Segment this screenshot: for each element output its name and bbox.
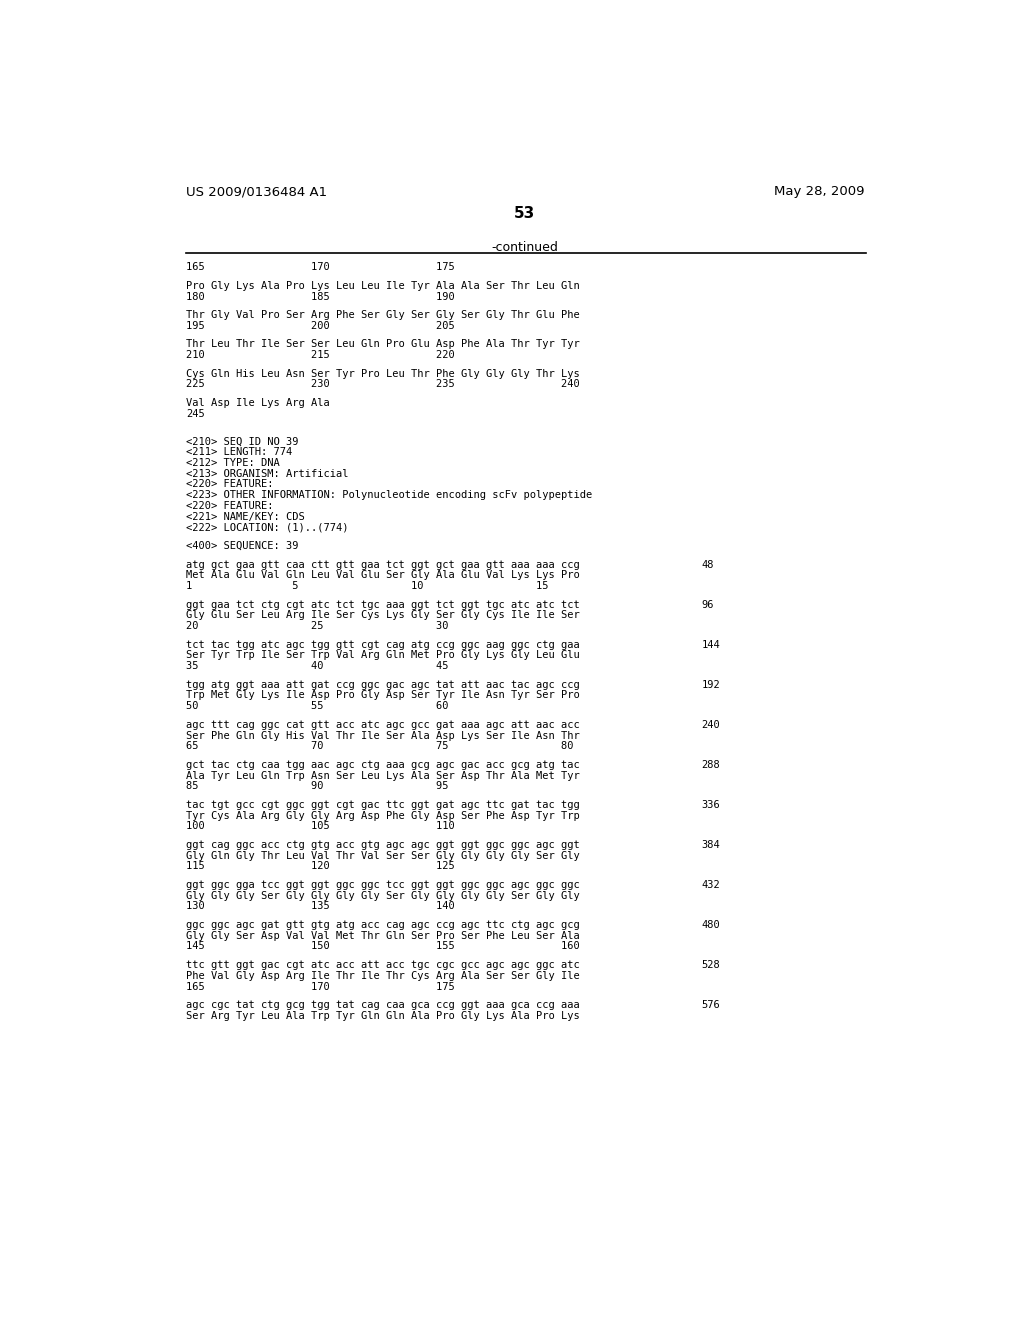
Text: 180                 185                 190: 180 185 190 bbox=[186, 292, 455, 301]
Text: 144: 144 bbox=[701, 640, 720, 649]
Text: Gly Gly Gly Ser Gly Gly Gly Gly Ser Gly Gly Gly Gly Ser Gly Gly: Gly Gly Gly Ser Gly Gly Gly Gly Ser Gly … bbox=[186, 891, 580, 900]
Text: May 28, 2009: May 28, 2009 bbox=[774, 185, 864, 198]
Text: gct tac ctg caa tgg aac agc ctg aaa gcg agc gac acc gcg atg tac: gct tac ctg caa tgg aac agc ctg aaa gcg … bbox=[186, 760, 580, 770]
Text: Thr Gly Val Pro Ser Arg Phe Ser Gly Ser Gly Ser Gly Thr Glu Phe: Thr Gly Val Pro Ser Arg Phe Ser Gly Ser … bbox=[186, 310, 580, 319]
Text: <221> NAME/KEY: CDS: <221> NAME/KEY: CDS bbox=[186, 512, 305, 521]
Text: 50                  55                  60: 50 55 60 bbox=[186, 701, 449, 711]
Text: Ser Arg Tyr Leu Ala Trp Tyr Gln Gln Ala Pro Gly Lys Ala Pro Lys: Ser Arg Tyr Leu Ala Trp Tyr Gln Gln Ala … bbox=[186, 1011, 580, 1020]
Text: <213> ORGANISM: Artificial: <213> ORGANISM: Artificial bbox=[186, 469, 348, 479]
Text: Cys Gln His Leu Asn Ser Tyr Pro Leu Thr Phe Gly Gly Gly Thr Lys: Cys Gln His Leu Asn Ser Tyr Pro Leu Thr … bbox=[186, 368, 580, 379]
Text: <400> SEQUENCE: 39: <400> SEQUENCE: 39 bbox=[186, 541, 299, 550]
Text: 145                 150                 155                 160: 145 150 155 160 bbox=[186, 941, 580, 952]
Text: Met Ala Glu Val Gln Leu Val Glu Ser Gly Ala Glu Val Lys Lys Pro: Met Ala Glu Val Gln Leu Val Glu Ser Gly … bbox=[186, 570, 580, 581]
Text: Gly Gly Ser Asp Val Val Met Thr Gln Ser Pro Ser Phe Leu Ser Ala: Gly Gly Ser Asp Val Val Met Thr Gln Ser … bbox=[186, 931, 580, 941]
Text: 528: 528 bbox=[701, 960, 720, 970]
Text: 336: 336 bbox=[701, 800, 720, 809]
Text: 576: 576 bbox=[701, 1001, 720, 1010]
Text: Val Asp Ile Lys Arg Ala: Val Asp Ile Lys Arg Ala bbox=[186, 397, 330, 408]
Text: Pro Gly Lys Ala Pro Lys Leu Leu Ile Tyr Ala Ala Ser Thr Leu Gln: Pro Gly Lys Ala Pro Lys Leu Leu Ile Tyr … bbox=[186, 281, 580, 290]
Text: Gly Glu Ser Leu Arg Ile Ser Cys Lys Gly Ser Gly Cys Ile Ile Ser: Gly Glu Ser Leu Arg Ile Ser Cys Lys Gly … bbox=[186, 610, 580, 620]
Text: 245: 245 bbox=[186, 409, 205, 418]
Text: 195                 200                 205: 195 200 205 bbox=[186, 321, 455, 331]
Text: US 2009/0136484 A1: US 2009/0136484 A1 bbox=[186, 185, 328, 198]
Text: <210> SEQ ID NO 39: <210> SEQ ID NO 39 bbox=[186, 437, 299, 446]
Text: 210                 215                 220: 210 215 220 bbox=[186, 350, 455, 360]
Text: 100                 105                 110: 100 105 110 bbox=[186, 821, 455, 832]
Text: Ser Tyr Trp Ile Ser Trp Val Arg Gln Met Pro Gly Lys Gly Leu Glu: Ser Tyr Trp Ile Ser Trp Val Arg Gln Met … bbox=[186, 651, 580, 660]
Text: <211> LENGTH: 774: <211> LENGTH: 774 bbox=[186, 447, 293, 457]
Text: Tyr Cys Ala Arg Gly Gly Arg Asp Phe Gly Asp Ser Phe Asp Tyr Trp: Tyr Cys Ala Arg Gly Gly Arg Asp Phe Gly … bbox=[186, 810, 580, 821]
Text: <223> OTHER INFORMATION: Polynucleotide encoding scFv polypeptide: <223> OTHER INFORMATION: Polynucleotide … bbox=[186, 490, 592, 500]
Text: 130                 135                 140: 130 135 140 bbox=[186, 902, 455, 911]
Text: 115                 120                 125: 115 120 125 bbox=[186, 862, 455, 871]
Text: 432: 432 bbox=[701, 880, 720, 890]
Text: Ser Phe Gln Gly His Val Thr Ile Ser Ala Asp Lys Ser Ile Asn Thr: Ser Phe Gln Gly His Val Thr Ile Ser Ala … bbox=[186, 730, 580, 741]
Text: 165                 170                 175: 165 170 175 bbox=[186, 982, 455, 991]
Text: 480: 480 bbox=[701, 920, 720, 929]
Text: agc ttt cag ggc cat gtt acc atc agc gcc gat aaa agc att aac acc: agc ttt cag ggc cat gtt acc atc agc gcc … bbox=[186, 719, 580, 730]
Text: ggc ggc agc gat gtt gtg atg acc cag agc ccg agc ttc ctg agc gcg: ggc ggc agc gat gtt gtg atg acc cag agc … bbox=[186, 920, 580, 929]
Text: 288: 288 bbox=[701, 760, 720, 770]
Text: <222> LOCATION: (1)..(774): <222> LOCATION: (1)..(774) bbox=[186, 523, 348, 532]
Text: 225                 230                 235                 240: 225 230 235 240 bbox=[186, 379, 580, 389]
Text: tgg atg ggt aaa att gat ccg ggc gac agc tat att aac tac agc ccg: tgg atg ggt aaa att gat ccg ggc gac agc … bbox=[186, 680, 580, 689]
Text: 192: 192 bbox=[701, 680, 720, 689]
Text: agc cgc tat ctg gcg tgg tat cag caa gca ccg ggt aaa gca ccg aaa: agc cgc tat ctg gcg tgg tat cag caa gca … bbox=[186, 1001, 580, 1010]
Text: ggt ggc gga tcc ggt ggt ggc ggc tcc ggt ggt ggc ggc agc ggc ggc: ggt ggc gga tcc ggt ggt ggc ggc tcc ggt … bbox=[186, 880, 580, 890]
Text: ttc gtt ggt gac cgt atc acc att acc tgc cgc gcc agc agc ggc atc: ttc gtt ggt gac cgt atc acc att acc tgc … bbox=[186, 960, 580, 970]
Text: -continued: -continued bbox=[492, 240, 558, 253]
Text: 20                  25                  30: 20 25 30 bbox=[186, 622, 449, 631]
Text: <220> FEATURE:: <220> FEATURE: bbox=[186, 502, 273, 511]
Text: ggt gaa tct ctg cgt atc tct tgc aaa ggt tct ggt tgc atc atc tct: ggt gaa tct ctg cgt atc tct tgc aaa ggt … bbox=[186, 599, 580, 610]
Text: Thr Leu Thr Ile Ser Ser Leu Gln Pro Glu Asp Phe Ala Thr Tyr Tyr: Thr Leu Thr Ile Ser Ser Leu Gln Pro Glu … bbox=[186, 339, 580, 350]
Text: ggt cag ggc acc ctg gtg acc gtg agc agc ggt ggt ggc ggc agc ggt: ggt cag ggc acc ctg gtg acc gtg agc agc … bbox=[186, 840, 580, 850]
Text: 85                  90                  95: 85 90 95 bbox=[186, 781, 449, 791]
Text: Phe Val Gly Asp Arg Ile Thr Ile Thr Cys Arg Ala Ser Ser Gly Ile: Phe Val Gly Asp Arg Ile Thr Ile Thr Cys … bbox=[186, 970, 580, 981]
Text: atg gct gaa gtt caa ctt gtt gaa tct ggt gct gaa gtt aaa aaa ccg: atg gct gaa gtt caa ctt gtt gaa tct ggt … bbox=[186, 560, 580, 569]
Text: 65                  70                  75                  80: 65 70 75 80 bbox=[186, 742, 573, 751]
Text: Trp Met Gly Lys Ile Asp Pro Gly Asp Ser Tyr Ile Asn Tyr Ser Pro: Trp Met Gly Lys Ile Asp Pro Gly Asp Ser … bbox=[186, 690, 580, 701]
Text: 35                  40                  45: 35 40 45 bbox=[186, 661, 449, 671]
Text: <220> FEATURE:: <220> FEATURE: bbox=[186, 479, 273, 490]
Text: 240: 240 bbox=[701, 719, 720, 730]
Text: 165                 170                 175: 165 170 175 bbox=[186, 263, 455, 272]
Text: tct tac tgg atc agc tgg gtt cgt cag atg ccg ggc aag ggc ctg gaa: tct tac tgg atc agc tgg gtt cgt cag atg … bbox=[186, 640, 580, 649]
Text: <212> TYPE: DNA: <212> TYPE: DNA bbox=[186, 458, 280, 467]
Text: tac tgt gcc cgt ggc ggt cgt gac ttc ggt gat agc ttc gat tac tgg: tac tgt gcc cgt ggc ggt cgt gac ttc ggt … bbox=[186, 800, 580, 809]
Text: Ala Tyr Leu Gln Trp Asn Ser Leu Lys Ala Ser Asp Thr Ala Met Tyr: Ala Tyr Leu Gln Trp Asn Ser Leu Lys Ala … bbox=[186, 771, 580, 780]
Text: Gly Gln Gly Thr Leu Val Thr Val Ser Ser Gly Gly Gly Gly Ser Gly: Gly Gln Gly Thr Leu Val Thr Val Ser Ser … bbox=[186, 850, 580, 861]
Text: 384: 384 bbox=[701, 840, 720, 850]
Text: 1                5                  10                  15: 1 5 10 15 bbox=[186, 581, 549, 591]
Text: 53: 53 bbox=[514, 206, 536, 222]
Text: 48: 48 bbox=[701, 560, 714, 569]
Text: 96: 96 bbox=[701, 599, 714, 610]
